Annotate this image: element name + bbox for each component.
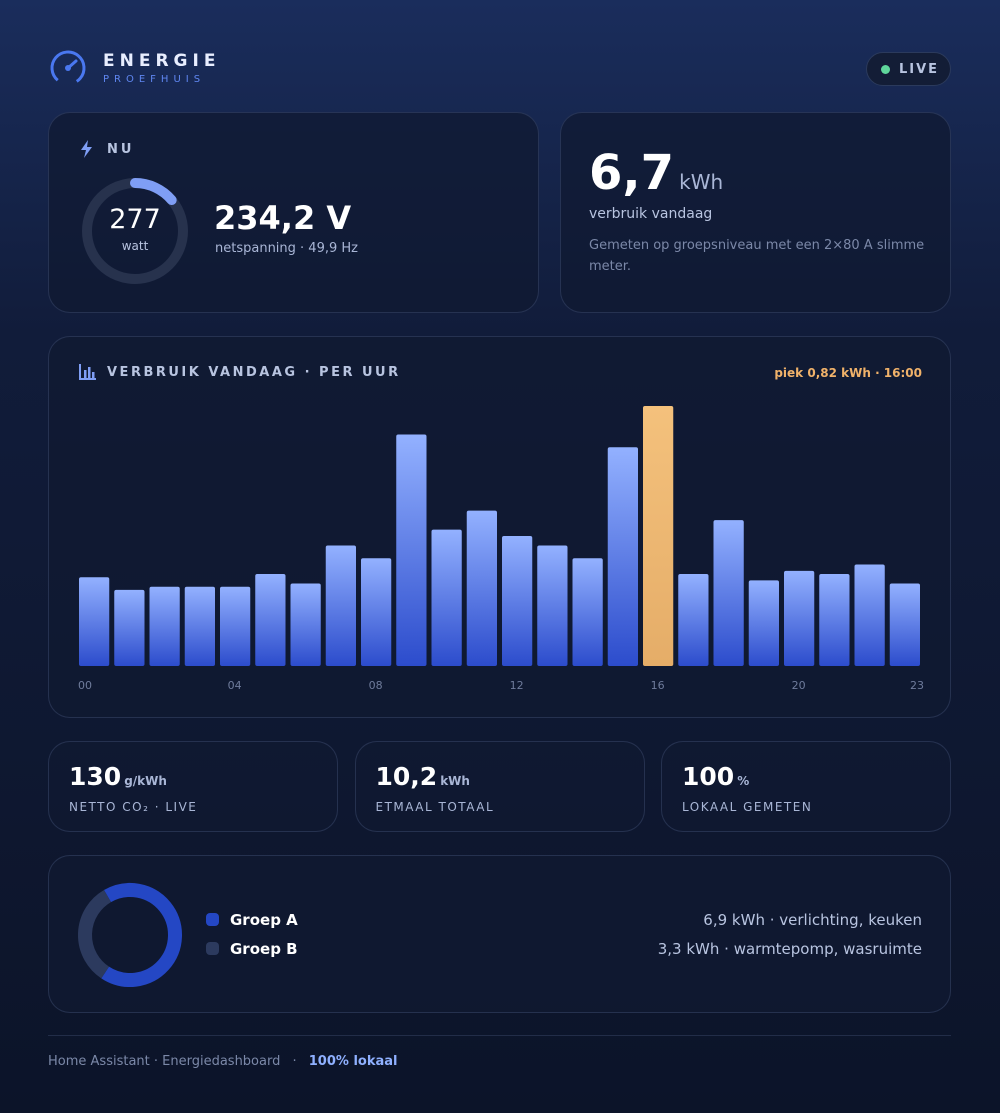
voltage-detail: netspanning · 49,9 Hz (215, 241, 358, 256)
stat-card: 10,2 kWh ETMAAL TOTAAL (354, 741, 645, 832)
footer-divider (48, 1035, 951, 1036)
gauge-arc (130, 178, 177, 206)
chart-icon (79, 364, 96, 380)
stat-label: ETMAAL TOTAAL (375, 800, 495, 814)
app-title: ENERGIE (103, 51, 221, 71)
donut-segment (78, 889, 112, 979)
live-dot (881, 65, 890, 74)
app-subtitle: PROEFHUIS (103, 74, 206, 85)
today-label: verbruik vandaag (589, 206, 713, 222)
stat-card: 100% LOKAAL GEMETEN (661, 741, 951, 832)
today-description: Gemeten op groepsniveau met een 2×80 A s… (589, 238, 925, 274)
today-unit: kWh (679, 170, 724, 194)
bar (784, 570, 815, 666)
bar (889, 583, 920, 666)
stat-card: 130 g/kWh NETTO CO₂ · LIVE (48, 741, 338, 832)
stat-unit: kWh (440, 774, 470, 788)
x-tick-label: 00 (78, 679, 92, 692)
bar (537, 545, 568, 666)
groups-card: Groep A 6,9 kWh · verlichting, keuken Groe… (48, 855, 951, 1013)
x-tick-label: 04 (228, 679, 242, 692)
legend-label: Groep B (230, 940, 298, 958)
bar (431, 529, 462, 666)
stat-unit: g/kWh (124, 774, 167, 788)
bar (79, 577, 110, 666)
stat-unit: % (737, 774, 750, 788)
bar (502, 536, 533, 666)
stat-value-row: 10,2 kWh (376, 762, 470, 791)
gauge: 277 watt (82, 178, 188, 284)
footer-separator: · (292, 1054, 297, 1069)
chart-card: VERBRUIK VANDAAG · PER UUR piek 0,82 kWh… (48, 336, 951, 718)
donut-segment (101, 883, 182, 987)
bar (678, 574, 709, 666)
x-tick-label: 23 (910, 679, 924, 692)
bar (220, 586, 251, 666)
today-value: 6,7 (589, 145, 675, 201)
x-tick-label: 08 (369, 679, 383, 692)
bar-chart: 00 04 08 12 16 20 23 (78, 406, 924, 692)
bar (854, 564, 885, 666)
now-card: NU 277 watt 234,2 V netspanning · 49,9 H… (48, 112, 539, 313)
peak-annotation: piek 0,82 kWh · 16:00 (774, 366, 922, 380)
voltage: 234,2 V (214, 199, 352, 237)
footer: Home Assistant · Energiedashboard · 100%… (48, 1054, 398, 1069)
bar (819, 574, 850, 666)
live-badge: LIVE (866, 52, 951, 86)
x-tick-label: 20 (792, 679, 806, 692)
bar (748, 580, 779, 666)
bar (184, 586, 215, 666)
stat-label: LOKAAL GEMETEN (682, 800, 813, 814)
x-tick-label: 12 (510, 679, 524, 692)
legend-swatch (206, 942, 219, 955)
stat-value: 100 (682, 762, 735, 791)
chart-title: VERBRUIK VANDAAG · PER UUR (107, 365, 401, 380)
bar (361, 558, 392, 666)
bar (643, 406, 674, 666)
stat-value-row: 100% (682, 762, 749, 791)
bolt-icon (81, 140, 92, 158)
donut (78, 883, 182, 987)
group-detail: 6,9 kWh · verlichting, keuken (703, 911, 922, 929)
bar (572, 558, 603, 666)
bar (466, 510, 497, 666)
bar (713, 520, 744, 666)
today-total: 6,7 kWh (589, 145, 723, 201)
footer-text: Home Assistant · Energiedashboard (48, 1054, 281, 1069)
bar (607, 447, 638, 666)
footer-highlight: 100% lokaal (308, 1054, 398, 1069)
stat-value: 130 (69, 762, 122, 791)
now-label: NU (107, 142, 135, 157)
bar (396, 434, 427, 666)
stat-value: 10,2 (375, 762, 438, 791)
bar (149, 586, 180, 666)
today-card: 6,7 kWh verbruik vandaag Gemeten op groe… (560, 112, 951, 313)
legend-label: Groep A (230, 911, 298, 929)
gauge-value: 277 (109, 204, 161, 235)
x-tick-label: 16 (651, 679, 665, 692)
bar (325, 545, 356, 666)
legend-swatch (206, 913, 219, 926)
live-text: LIVE (899, 62, 940, 77)
group-detail: 3,3 kWh · warmtepomp, wasruimte (657, 940, 922, 958)
stat-label: NETTO CO₂ · LIVE (69, 800, 198, 814)
gauge-unit: watt (122, 239, 149, 253)
bar (290, 583, 321, 666)
bar (114, 589, 145, 666)
bar (255, 574, 286, 666)
logo (50, 50, 86, 86)
stat-value-row: 130 g/kWh (69, 762, 167, 791)
